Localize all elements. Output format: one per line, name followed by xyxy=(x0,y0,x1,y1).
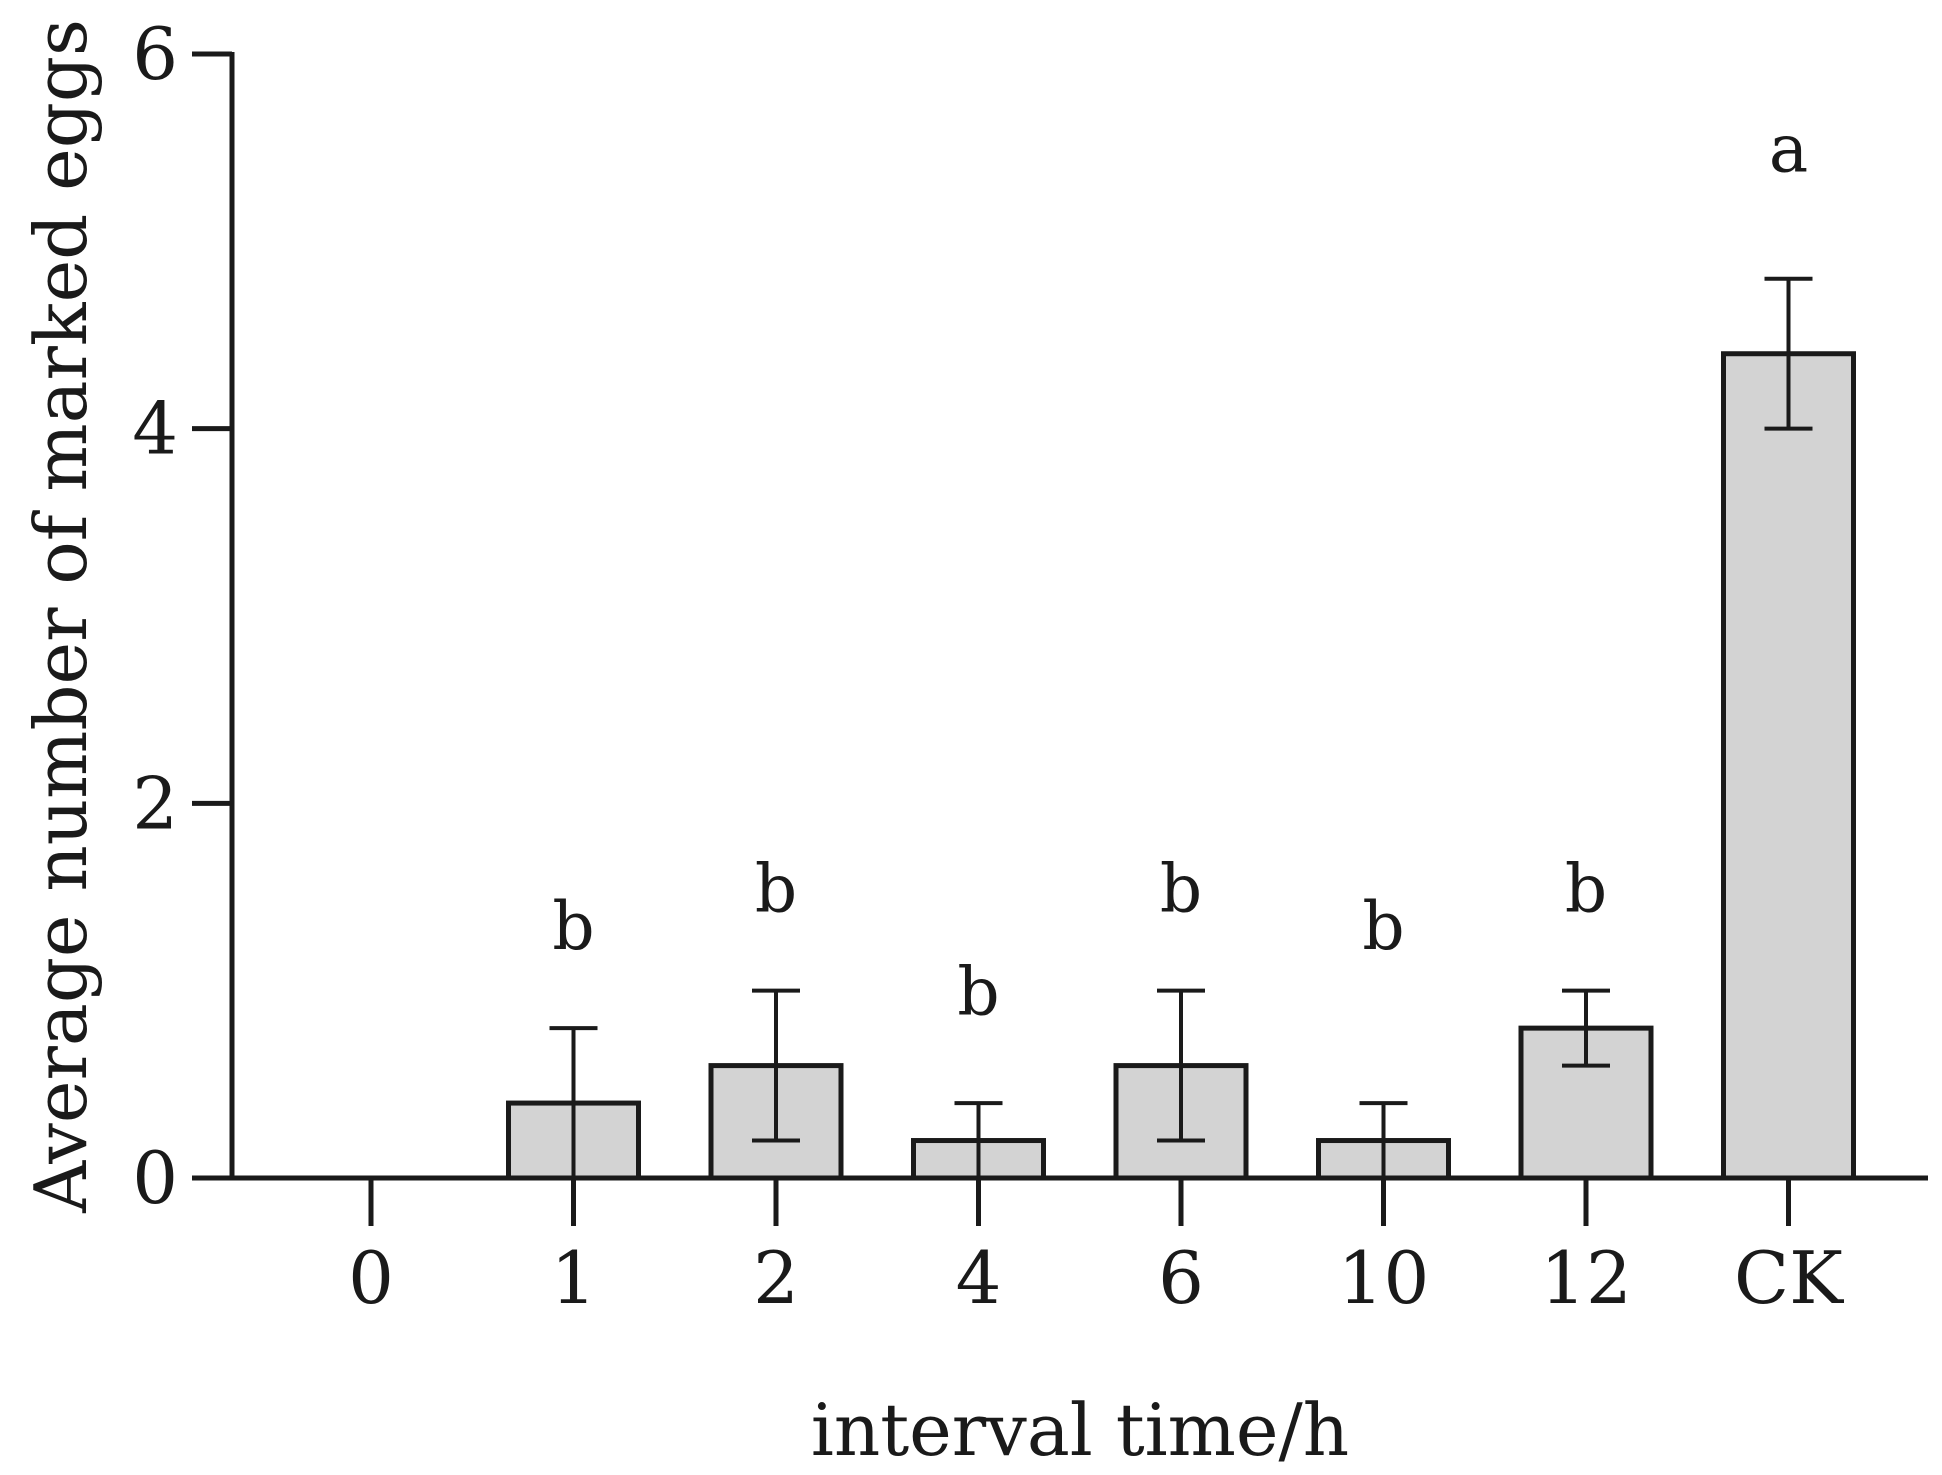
error-bar-1 xyxy=(549,1026,598,1178)
x-tick-label: 2 xyxy=(753,1236,799,1320)
error-bar-2 xyxy=(752,988,800,1143)
x-tick-label: 10 xyxy=(1338,1236,1430,1320)
error-bar-4 xyxy=(954,1101,1003,1178)
significance-letter-CK: a xyxy=(1769,111,1808,188)
y-tick-label: 2 xyxy=(132,761,178,845)
x-tick-label: 0 xyxy=(348,1236,394,1320)
y-tick-label: 4 xyxy=(132,387,178,471)
y-tick-label: 0 xyxy=(132,1136,178,1220)
y-ticks-layer: 0 2 4 6 xyxy=(132,12,232,1220)
bar-CK xyxy=(1721,351,1856,1181)
significance-letter-2: b xyxy=(755,851,797,928)
significance-letters-layer: b b b b b b a xyxy=(552,111,1808,1031)
x-ticks-layer: 0 1 2 4 6 10 12 CK xyxy=(348,1178,1844,1320)
axes-layer xyxy=(229,52,1928,1181)
error-bars-layer xyxy=(549,276,1813,1178)
significance-letter-10: b xyxy=(1362,888,1404,965)
error-bar-10 xyxy=(1359,1101,1408,1178)
x-tick-label: 12 xyxy=(1540,1236,1632,1320)
x-axis-title: interval time/h xyxy=(811,1388,1349,1472)
error-bar-CK xyxy=(1764,276,1813,431)
y-tick-label: 6 xyxy=(132,12,178,96)
x-tick-label: 6 xyxy=(1158,1236,1204,1320)
significance-letter-4: b xyxy=(957,954,999,1031)
y-axis-title: Average number of marked eggs xyxy=(19,19,103,1214)
significance-letter-1: b xyxy=(552,888,594,965)
significance-letter-6: b xyxy=(1160,851,1202,928)
x-tick-label: CK xyxy=(1734,1236,1844,1320)
error-bar-12 xyxy=(1562,988,1610,1068)
x-tick-label: 4 xyxy=(956,1236,1002,1320)
significance-letter-12: b xyxy=(1565,851,1607,928)
error-bar-6 xyxy=(1157,988,1205,1143)
x-tick-label: 1 xyxy=(551,1236,597,1320)
